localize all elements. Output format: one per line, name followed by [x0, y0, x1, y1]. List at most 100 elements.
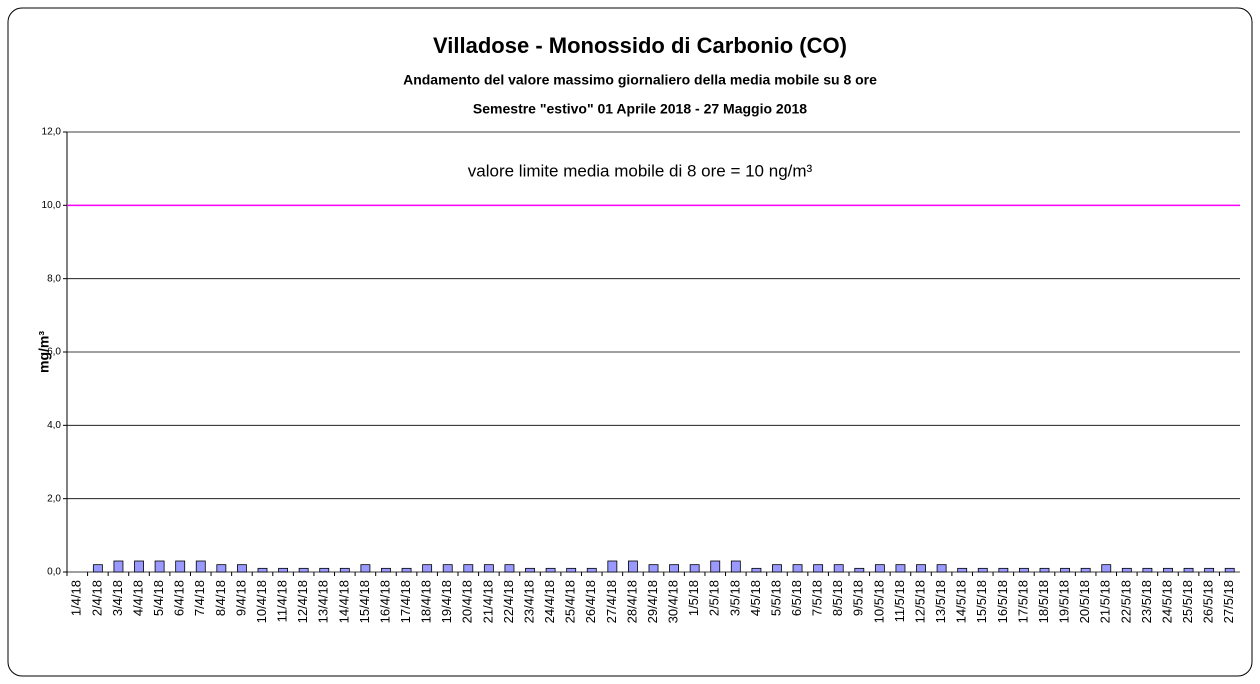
y-tick-label: 12,0 — [42, 127, 62, 138]
x-tick-label: 6/4/18 — [172, 580, 187, 616]
x-tick-label: 21/5/18 — [1098, 580, 1113, 623]
y-tick-label: 2,0 — [47, 493, 61, 504]
y-axis-label: mg/m³ — [36, 331, 52, 373]
bar — [998, 567, 1009, 573]
x-tick-label: 11/4/18 — [275, 580, 290, 622]
bar — [669, 564, 680, 573]
y-tick-label: 8,0 — [47, 273, 61, 284]
bar — [916, 564, 926, 573]
chart-subtitle: Semestre "estivo" 01 Aprile 2018 - 27 Ma… — [473, 101, 807, 117]
x-tick-label: 22/5/18 — [1118, 580, 1133, 623]
bar — [751, 567, 762, 573]
bar — [792, 564, 803, 573]
bar — [1163, 567, 1173, 573]
bar — [134, 560, 144, 573]
x-tick-label: 8/4/18 — [213, 580, 228, 616]
x-tick-label: 3/5/18 — [727, 580, 742, 616]
bar — [525, 567, 535, 573]
bar — [854, 567, 865, 573]
x-tick-label: 25/5/18 — [1180, 580, 1195, 623]
y-tick-label: 0,0 — [47, 567, 61, 578]
bar — [566, 567, 577, 573]
x-tick-label: 26/5/18 — [1201, 580, 1216, 623]
bar — [401, 567, 412, 573]
bar — [298, 567, 309, 573]
bar — [1204, 567, 1215, 573]
x-tick-label: 15/5/18 — [974, 580, 989, 623]
bar — [1183, 567, 1194, 573]
annotation: valore limite media mobile di 8 ore = 10… — [468, 161, 813, 180]
x-tick-label: 21/4/18 — [480, 580, 495, 623]
bar — [648, 564, 659, 573]
bar — [977, 567, 988, 573]
bar — [895, 564, 906, 573]
x-tick-label: 30/4/18 — [666, 580, 681, 623]
y-tick-label: 4,0 — [47, 420, 61, 431]
x-tick-label: 12/5/18 — [912, 580, 927, 623]
bar — [154, 560, 165, 573]
chart-title: Villadose - Monossido di Carbonio (CO) — [433, 33, 847, 58]
x-tick-label: 14/4/18 — [336, 580, 351, 623]
x-tick-label: 10/5/18 — [871, 580, 886, 623]
bar — [627, 560, 638, 573]
y-tick-label: 10,0 — [42, 200, 62, 211]
x-tick-label: 13/5/18 — [933, 580, 948, 623]
bar — [813, 564, 824, 573]
x-tick-label: 29/4/18 — [645, 580, 660, 623]
x-tick-label: 27/4/18 — [604, 580, 619, 623]
bar — [504, 564, 515, 573]
x-tick-label: 6/5/18 — [789, 580, 804, 616]
x-tick-label: 25/4/18 — [563, 580, 578, 623]
bar — [175, 560, 186, 573]
bar — [360, 564, 371, 573]
x-tick-label: 5/5/18 — [768, 580, 783, 616]
bar — [710, 560, 721, 573]
bar — [278, 567, 289, 573]
bar — [113, 560, 124, 573]
x-tick-label: 12/4/18 — [295, 580, 310, 623]
chart-frame — [7, 7, 1253, 677]
x-tick-label: 16/5/18 — [995, 580, 1010, 623]
bar — [216, 564, 227, 573]
x-tick-label: 7/5/18 — [810, 580, 825, 616]
x-tick-label: 3/4/18 — [110, 580, 125, 616]
bar — [1018, 567, 1029, 573]
x-tick-label: 20/4/18 — [460, 580, 475, 623]
x-tick-label: 24/4/18 — [542, 580, 557, 623]
x-tick-label: 1/4/18 — [69, 580, 84, 616]
x-tick-label: 4/5/18 — [748, 580, 763, 616]
bar — [545, 567, 556, 573]
x-tick-label: 9/5/18 — [851, 580, 866, 616]
bar — [257, 567, 268, 573]
x-tick-label: 11/5/18 — [892, 580, 907, 622]
x-tick-label: 14/5/18 — [954, 580, 969, 623]
x-tick-label: 8/5/18 — [830, 580, 845, 616]
x-tick-label: 9/4/18 — [233, 580, 248, 616]
x-tick-label: 26/4/18 — [583, 580, 598, 623]
bar — [236, 564, 247, 573]
bar — [730, 560, 741, 573]
bar — [833, 564, 844, 573]
bar — [1101, 564, 1112, 573]
x-tick-label: 4/4/18 — [130, 580, 145, 616]
x-tick-label: 24/5/18 — [1159, 580, 1174, 623]
bar — [1121, 567, 1132, 573]
bar — [319, 567, 330, 573]
bar — [874, 564, 885, 573]
bar — [772, 564, 782, 573]
x-tick-label: 1/5/18 — [686, 580, 701, 616]
x-tick-label: 23/5/18 — [1139, 580, 1154, 623]
bar — [1142, 567, 1153, 573]
x-tick-label: 2/5/18 — [707, 580, 722, 616]
x-tick-label: 17/5/18 — [1015, 580, 1030, 623]
bar — [339, 567, 350, 573]
x-tick-label: 19/5/18 — [1057, 580, 1072, 623]
chart-subtitle: Andamento del valore massimo giornaliero… — [403, 72, 877, 88]
x-tick-label: 2/4/18 — [89, 580, 104, 616]
x-tick-label: 10/4/18 — [254, 580, 269, 623]
x-tick-label: 23/4/18 — [521, 580, 536, 623]
x-tick-label: 18/4/18 — [419, 580, 434, 623]
bar — [442, 564, 453, 573]
x-tick-label: 15/4/18 — [357, 580, 372, 623]
